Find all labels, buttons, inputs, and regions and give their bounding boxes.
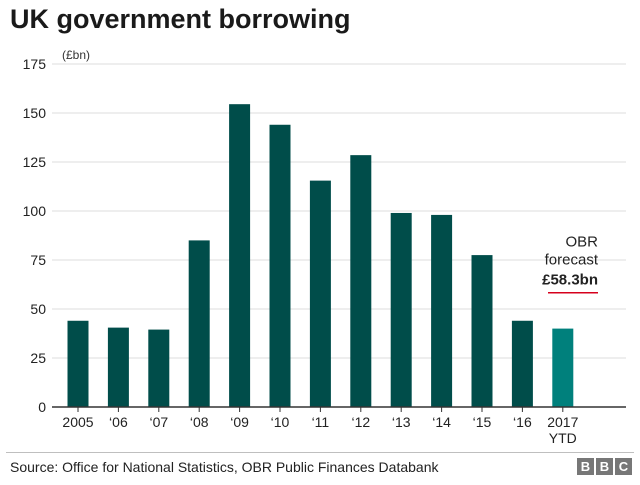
bar-chart: 0 25 50 75 100 125 150 175 (£bn) 2005 ‘06 ‘07 ‘08 ‘…: [23, 48, 626, 446]
y-tick-label: 75: [30, 252, 46, 268]
x-tick-label: ‘11: [312, 414, 330, 430]
annotation-value: £58.3bn: [542, 272, 598, 289]
source-note: Source: Office for National Statistics, …: [10, 459, 439, 475]
x-tick-label: ‘10: [271, 414, 290, 430]
y-axis-unit-label: (£bn): [62, 48, 90, 62]
logo-letter: C: [615, 458, 632, 475]
x-tick-label: YTD: [549, 430, 577, 446]
y-tick-label: 50: [30, 301, 46, 317]
footer-divider: [6, 452, 634, 453]
gridlines: [52, 63, 626, 359]
x-tick-label: 2017: [547, 414, 578, 430]
bar: [67, 320, 89, 407]
x-tick-label: ‘09: [230, 414, 249, 430]
y-tick-label: 125: [23, 154, 47, 170]
bar: [350, 155, 372, 407]
x-tick-label: ‘15: [473, 414, 492, 430]
bar: [511, 320, 533, 407]
y-tick-label: 175: [23, 56, 47, 72]
bar: [552, 328, 574, 407]
bar: [390, 212, 412, 407]
x-tick-label: ‘16: [513, 414, 532, 430]
y-tick-label: 25: [30, 350, 46, 366]
y-tick-label: 100: [23, 203, 47, 219]
bar: [269, 124, 291, 407]
bbc-logo: B B C: [577, 458, 632, 475]
y-tick-label: 0: [38, 399, 46, 415]
bar: [229, 104, 251, 408]
y-tick-label: 150: [23, 105, 47, 121]
x-tick-label: ‘13: [392, 414, 411, 430]
obr-forecast-annotation: OBR forecast £58.3bn: [542, 234, 599, 294]
logo-letter: B: [577, 458, 594, 475]
x-tick-labels: 2005 ‘06 ‘07 ‘08 ‘09 ‘10 ‘11 ‘12 ‘13 ‘14 ‘15 ‘16 201…: [62, 414, 578, 446]
y-tick-labels: 0 25 50 75 100 125 150 175: [23, 56, 47, 415]
bar: [188, 240, 210, 407]
bar: [148, 329, 170, 407]
x-tick-label: ‘07: [149, 414, 168, 430]
bar: [107, 327, 129, 407]
x-tick-label: 2005: [62, 414, 93, 430]
chart-title: UK government borrowing: [10, 4, 351, 34]
bar: [431, 214, 453, 407]
x-tick-label: ‘08: [190, 414, 209, 430]
bar: [471, 255, 493, 407]
bars: [67, 104, 574, 412]
annotation-text-forecast: forecast: [545, 252, 599, 269]
x-tick-label: ‘14: [432, 414, 451, 430]
x-tick-label: ‘06: [109, 414, 128, 430]
x-tick-label: ‘12: [351, 414, 370, 430]
annotation-text-obr: OBR: [565, 234, 598, 251]
logo-letter: B: [596, 458, 613, 475]
bar: [309, 180, 331, 407]
